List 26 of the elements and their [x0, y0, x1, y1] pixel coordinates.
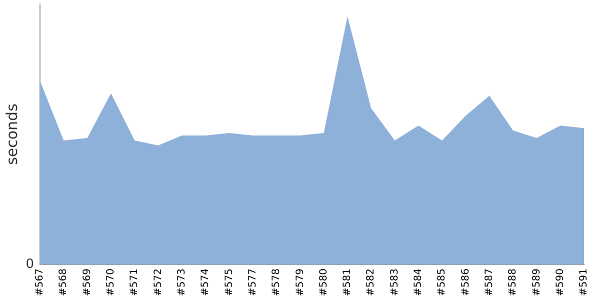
x-tick-label: #586 [460, 268, 472, 296]
x-tick-label: #590 [554, 268, 566, 296]
x-tick-label: #569 [82, 268, 93, 296]
x-tick-label: #585 [436, 268, 448, 296]
x-tick-label: #591 [578, 268, 590, 296]
x-tick-label: #583 [389, 268, 400, 296]
x-tick-label: #582 [366, 268, 377, 296]
x-tick-label: #572 [152, 268, 164, 296]
x-tick-label: #574 [200, 268, 212, 296]
x-tick-label: #575 [224, 268, 235, 296]
x-tick-label: #588 [508, 268, 519, 296]
y-axis-title: seconds [2, 103, 21, 165]
text: 0 [26, 256, 34, 272]
x-tick-label: #580 [318, 268, 330, 296]
x-tick-label: #581 [342, 268, 354, 296]
x-tick-label: #573 [176, 268, 188, 296]
x-tick-label: #587 [484, 268, 495, 296]
x-tick-label: #577 [247, 268, 258, 296]
x-tick-label: #589 [531, 268, 542, 296]
x-tick-label: #578 [271, 268, 282, 296]
x-tick-label: #568 [58, 268, 70, 296]
x-tick-label: #567 [34, 268, 46, 296]
x-tick-label: #584 [413, 268, 424, 296]
x-tick-label: #571 [129, 268, 140, 296]
x-tick-label: #570 [106, 268, 117, 296]
x-tick-label: #579 [294, 268, 306, 296]
